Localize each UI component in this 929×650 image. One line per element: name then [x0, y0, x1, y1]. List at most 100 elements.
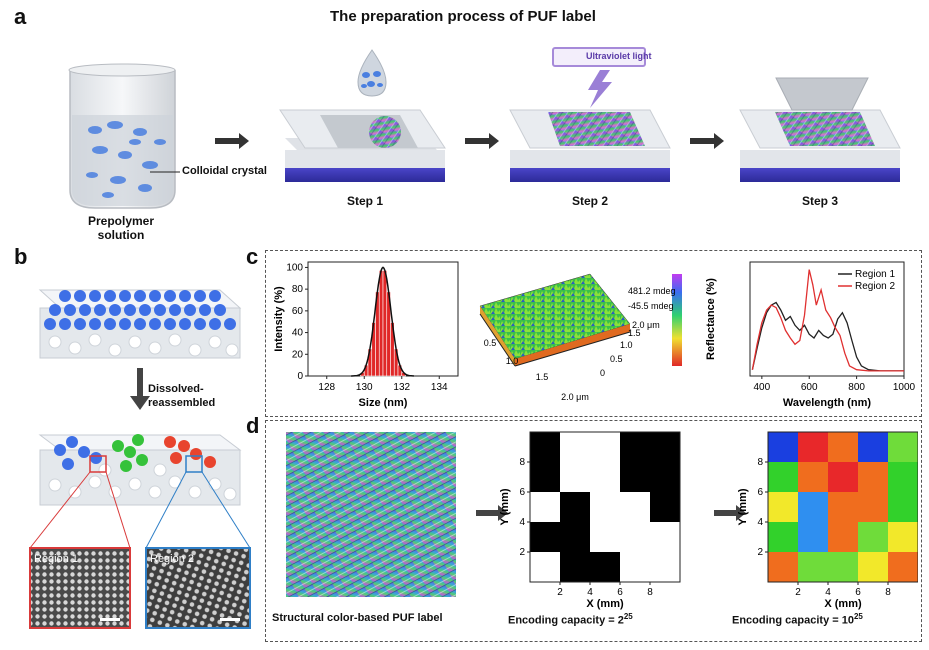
grid-cell — [590, 552, 620, 582]
grid-cell — [798, 492, 828, 522]
grid-xtick: 6 — [617, 587, 623, 598]
grid-xtick: 2 — [557, 587, 563, 598]
hist-ytick: 80 — [292, 284, 304, 295]
grid-cell — [828, 552, 858, 582]
grid-cell — [620, 552, 650, 582]
hist-ytick: 20 — [292, 349, 304, 360]
grid-cell — [560, 492, 590, 522]
region2-label: Region 2 — [150, 553, 195, 565]
grid-cell — [858, 522, 888, 552]
grid-cell — [530, 432, 560, 462]
grid-ytick: 8 — [519, 457, 525, 468]
panel-c-frame — [265, 250, 922, 417]
grid-cell — [560, 462, 590, 492]
hist-ytick: 0 — [297, 371, 303, 382]
grid-cell — [798, 432, 828, 462]
reflect-xtick: 800 — [848, 382, 865, 393]
grid-cell — [828, 432, 858, 462]
grid-cell — [768, 522, 798, 552]
binary-grid: 2 2 4 4 6 6 8 8 X (mm) Y (mm) — [499, 431, 681, 610]
surface-plot: 0.5 1.0 1.5 2.0 μm 0 0.5 1.0 1.5 2.0 μm … — [479, 273, 682, 402]
reflect-xtick: 400 — [754, 382, 771, 393]
grid-cell — [530, 462, 560, 492]
legend-region2: Region 2 — [855, 281, 895, 292]
grid-cell — [590, 462, 620, 492]
grid-xtick: 4 — [825, 587, 831, 598]
grid-cell — [650, 492, 680, 522]
panel-letter-a: a — [14, 4, 27, 29]
grid-cell — [768, 552, 798, 582]
binary-capacity-label: Encoding capacity = 225 — [508, 612, 633, 627]
hist-ytick: 40 — [292, 328, 304, 339]
arrow-label-2: reassembled — [148, 397, 216, 409]
hist-xtick: 134 — [431, 382, 448, 393]
legend-region1: Region 1 — [855, 269, 895, 280]
panel-letter-d: d — [246, 413, 260, 438]
svg-text:2.0 μm: 2.0 μm — [561, 392, 589, 402]
grid-ylabel: Y (mm) — [499, 488, 511, 525]
grid-cell — [798, 462, 828, 492]
grid-cell — [590, 432, 620, 462]
panel-a-illustration — [68, 47, 901, 209]
puf-label-photo — [286, 432, 456, 597]
grid-cell — [650, 432, 680, 462]
svg-text:0.5: 0.5 — [610, 354, 623, 364]
grid-cell — [798, 552, 828, 582]
grid-cell — [620, 522, 650, 552]
panel-a-title: The preparation process of PUF label — [330, 8, 596, 25]
color-grid: 2 2 4 4 6 6 8 8 X (mm) Y (mm) — [737, 431, 918, 610]
prepolymer-label-2: solution — [97, 228, 145, 242]
grid-cell — [768, 492, 798, 522]
grid-xtick: 8 — [885, 587, 891, 598]
svg-text:0: 0 — [600, 368, 605, 378]
grid-cell — [560, 552, 590, 582]
grid-ytick: 2 — [519, 547, 525, 558]
grid-cell — [650, 522, 680, 552]
arrow-label-1: Dissolved- — [148, 383, 204, 395]
step3-platform — [739, 77, 901, 182]
reflect-ylabel: Reflectance (%) — [705, 278, 717, 360]
histogram-bar — [382, 270, 388, 377]
colloidal-crystal-label: Colloidal crystal — [182, 165, 267, 177]
grid-cell — [858, 462, 888, 492]
gaussian-fit — [351, 266, 414, 377]
process-arrows — [215, 133, 724, 149]
grid-cell — [858, 492, 888, 522]
region2-curve — [751, 269, 904, 372]
grid-cell — [620, 492, 650, 522]
hist-ytick: 100 — [286, 262, 303, 273]
prepolymer-label-1: Prepolymer — [87, 214, 155, 228]
grid-cell — [828, 522, 858, 552]
color-capacity-label: Encoding capacity = 1025 — [732, 612, 863, 627]
grid-cell — [888, 462, 918, 492]
grid-ytick: 6 — [757, 487, 763, 498]
grid-cell — [888, 432, 918, 462]
droplet-icon — [357, 49, 387, 97]
reflect-xlabel: Wavelength (nm) — [783, 397, 872, 409]
grid-cell — [828, 462, 858, 492]
step2-platform — [509, 109, 671, 182]
grid-cell — [768, 462, 798, 492]
svg-text:2.0 μm: 2.0 μm — [632, 320, 660, 330]
reflect-xtick: 1000 — [893, 382, 916, 393]
grid-cell — [590, 492, 620, 522]
grid-ytick: 4 — [757, 517, 763, 528]
grid-cell — [858, 432, 888, 462]
histogram-bar — [378, 270, 384, 377]
region1-curve — [751, 301, 904, 372]
beaker-icon — [68, 63, 176, 209]
step1-label: Step 1 — [346, 194, 383, 208]
grid-cell — [650, 462, 680, 492]
grid-cell — [590, 522, 620, 552]
panel-letter-b: b — [14, 244, 28, 269]
grid-cell — [798, 522, 828, 552]
svg-text:1.0: 1.0 — [506, 356, 519, 366]
grid-cell — [650, 552, 680, 582]
crystal-block-bottom — [29, 434, 251, 549]
grid-cell — [530, 522, 560, 552]
step2-label: Step 2 — [571, 194, 608, 208]
grid-cell — [620, 432, 650, 462]
svg-text:1.5: 1.5 — [536, 372, 549, 382]
grid-cell — [560, 432, 590, 462]
sem-region1 — [29, 547, 131, 629]
